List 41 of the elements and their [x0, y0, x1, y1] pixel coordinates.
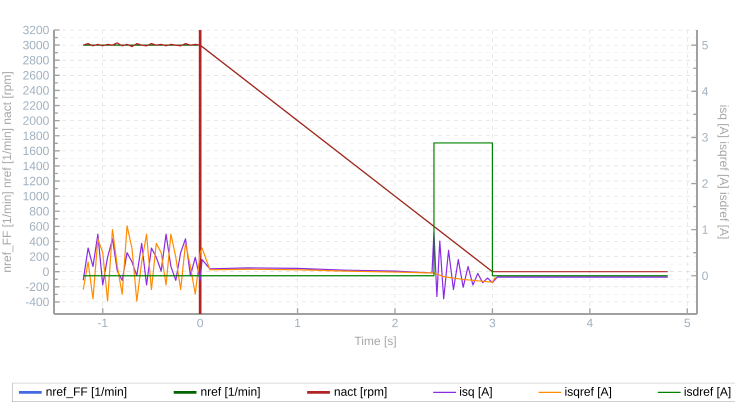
- x-tick-label: 2: [392, 318, 398, 328]
- legend-label: isq [A]: [460, 387, 492, 398]
- x-tick-label: -1: [98, 318, 108, 327]
- y-axis-title: nref_FF [1/min] nref [1/min] nact [rpm]: [2, 72, 14, 272]
- y-tick-label: 1600: [24, 146, 49, 156]
- y-tick-label: 1200: [24, 176, 49, 186]
- legend-label: isqref [A]: [565, 387, 612, 398]
- legend-label: nref [1/min]: [201, 387, 260, 398]
- y-tick-label: 200: [30, 252, 49, 261]
- x-tick-label: 3: [490, 318, 496, 328]
- y-tick-label: 1400: [24, 162, 49, 170]
- y-tick-label: 0: [43, 267, 49, 276]
- y-tick-label: 400: [30, 237, 49, 246]
- y-tick-label: 3200: [23, 26, 49, 34]
- y-tick-label: 3000: [23, 40, 49, 50]
- y-tick-label: 2000: [23, 116, 49, 125]
- y-tick-label: 2400: [23, 86, 49, 95]
- y-tick-label: 1000: [24, 192, 49, 200]
- y-tick-label: -400: [26, 298, 49, 306]
- y-tick-label: 1800: [24, 131, 49, 140]
- y2-axis-title: isq [A] isqref [A] isdref [A]: [718, 105, 729, 239]
- y-tick-label: 2200: [23, 101, 49, 110]
- legend-label: isdref [A]: [684, 387, 730, 398]
- legend-label: nact [rpm]: [334, 387, 386, 398]
- y2-tick-label: 0: [702, 271, 708, 280]
- x-tick-label: 1: [295, 318, 300, 327]
- y2-tick-label: 3: [702, 133, 708, 142]
- y-tick-label: 2800: [23, 56, 49, 64]
- y-tick-label: 600: [30, 222, 49, 231]
- x-axis-title: Time [s]: [354, 336, 396, 348]
- y-tick-label: 800: [30, 207, 49, 216]
- y-tick-label: -200: [26, 282, 49, 292]
- x-tick-label: 5: [684, 318, 690, 328]
- y2-tick-label: 5: [702, 41, 708, 50]
- y2-tick-label: 4: [702, 87, 708, 96]
- y2-tick-label: 2: [702, 179, 708, 188]
- x-tick-label: 4: [586, 318, 593, 327]
- legend-label: nref_FF [1/min]: [46, 387, 126, 398]
- y2-tick-label: 1: [702, 226, 708, 234]
- y-tick-label: 2600: [23, 71, 49, 80]
- x-tick-label: 0: [197, 318, 204, 328]
